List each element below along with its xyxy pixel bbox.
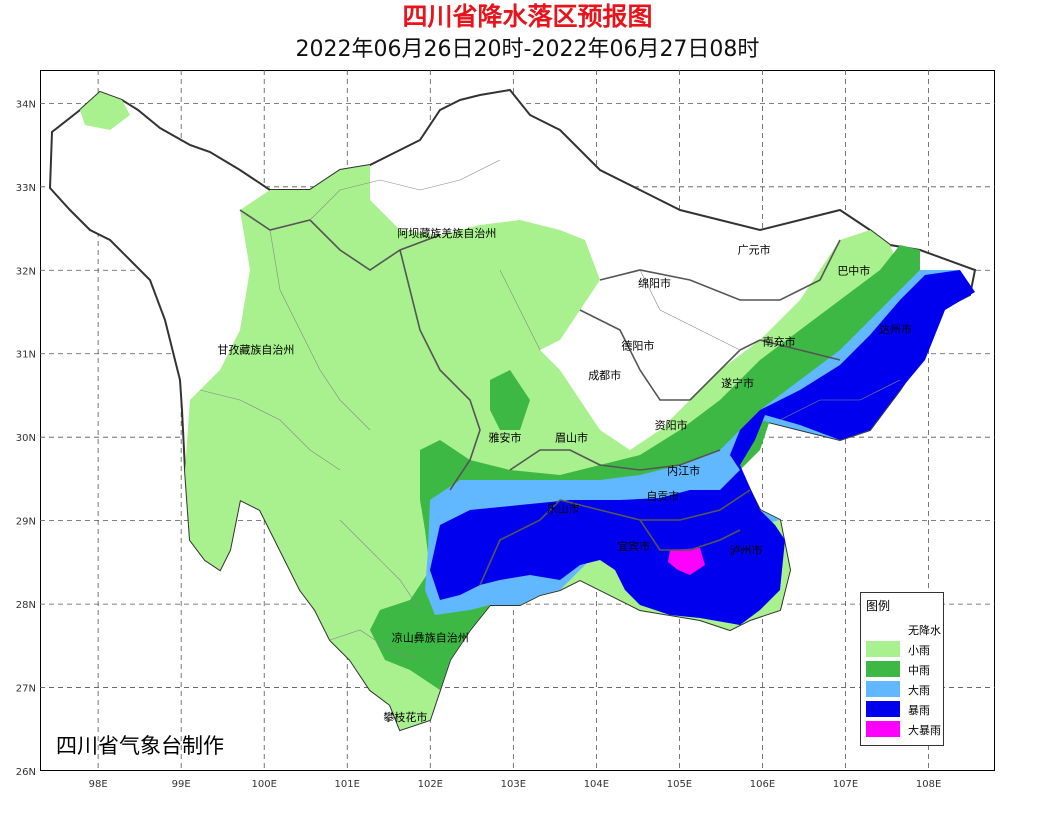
legend: 图例 无降水小雨中雨大雨暴雨大暴雨 — [860, 592, 944, 746]
x-tick-label: 106E — [750, 779, 775, 790]
x-tick-label: 100E — [252, 779, 277, 790]
city-label: 乐山市 — [547, 501, 580, 515]
x-tick-label: 98E — [89, 779, 108, 790]
legend-swatch — [866, 721, 900, 737]
rain-torrential-area — [668, 548, 705, 575]
y-tick-label: 31N — [16, 350, 36, 361]
rain-light-north — [80, 92, 130, 130]
city-label: 达州市 — [879, 322, 912, 336]
city-label: 资阳市 — [655, 418, 688, 432]
city-label: 阿坝藏族羌族自治州 — [397, 226, 496, 240]
legend-label: 暴雨 — [908, 704, 930, 717]
precipitation-map: 98E 99E 100E 101E 102E 103E 104E 105E 106E 107E 10… — [16, 70, 995, 790]
city-label: 成都市 — [588, 368, 621, 382]
city-label: 绵阳市 — [638, 276, 671, 290]
x-tick-label: 101E — [335, 779, 360, 790]
legend-label: 中雨 — [908, 664, 930, 677]
y-tick-label: 33N — [16, 183, 36, 194]
x-tick-label: 99E — [172, 779, 191, 790]
y-tick-label: 27N — [16, 684, 36, 695]
city-label: 南充市 — [763, 334, 796, 348]
map-subtitle: 2022年06月26日20时-2022年06月27日08时 — [295, 37, 760, 62]
city-label: 雅安市 — [489, 430, 522, 444]
rain-storm-area — [430, 270, 975, 625]
city-label: 自贡市 — [646, 489, 679, 503]
legend-label: 大雨 — [908, 684, 930, 697]
y-tick-label: 28N — [16, 600, 36, 611]
x-tick-label: 103E — [501, 779, 526, 790]
legend-item: 无降水 — [866, 621, 942, 637]
city-label: 泸州市 — [729, 543, 762, 557]
city-label: 凉山彝族自治州 — [392, 631, 469, 645]
city-label: 德阳市 — [621, 339, 654, 353]
legend-label: 小雨 — [908, 644, 930, 657]
legend-swatch — [866, 641, 900, 657]
city-label: 宜宾市 — [617, 539, 650, 553]
legend-label: 无降水 — [908, 624, 941, 637]
legend-swatch — [866, 681, 900, 697]
y-tick-label: 29N — [16, 517, 36, 528]
legend-item: 暴雨 — [866, 701, 942, 717]
city-label: 遂宁市 — [721, 376, 754, 390]
city-label: 巴中市 — [837, 263, 870, 277]
legend-swatch — [866, 621, 900, 637]
city-label: 眉山市 — [555, 430, 588, 444]
legend-swatch — [866, 701, 900, 717]
legend-title: 图例 — [866, 599, 891, 613]
map-frame: 98E 99E 100E 101E 102E 103E 104E 105E 106E 107E 10… — [16, 70, 995, 790]
region-boundaries — [239, 209, 841, 586]
rain-moderate-west — [490, 370, 530, 430]
x-tick-label: 108E — [916, 779, 941, 790]
producer-label: 四川省气象台制作 — [56, 734, 224, 758]
city-label: 甘孜藏族自治州 — [217, 343, 294, 357]
x-tick-label: 105E — [667, 779, 692, 790]
x-tick-label: 102E — [418, 779, 443, 790]
city-label: 广元市 — [738, 243, 771, 257]
y-tick-label: 34N — [16, 99, 36, 110]
city-label: 内江市 — [667, 464, 700, 478]
legend-item: 大雨 — [866, 681, 942, 697]
x-tick-label: 107E — [833, 779, 858, 790]
legend-item: 中雨 — [866, 661, 942, 677]
legend-item: 小雨 — [866, 641, 942, 657]
axis-ticks: 98E 99E 100E 101E 102E 103E 104E 105E 106E 107E 10… — [16, 99, 941, 790]
city-label: 攀枝花市 — [383, 710, 427, 724]
county-boundaries — [199, 159, 901, 661]
y-tick-label: 26N — [16, 767, 36, 778]
legend-label: 大暴雨 — [908, 724, 941, 737]
map-title: 四川省降水落区预报图 — [402, 2, 653, 31]
x-tick-label: 104E — [584, 779, 609, 790]
legend-item: 大暴雨 — [866, 721, 942, 737]
y-tick-label: 30N — [16, 433, 36, 444]
legend-swatch — [866, 661, 900, 677]
y-tick-label: 32N — [16, 266, 36, 277]
